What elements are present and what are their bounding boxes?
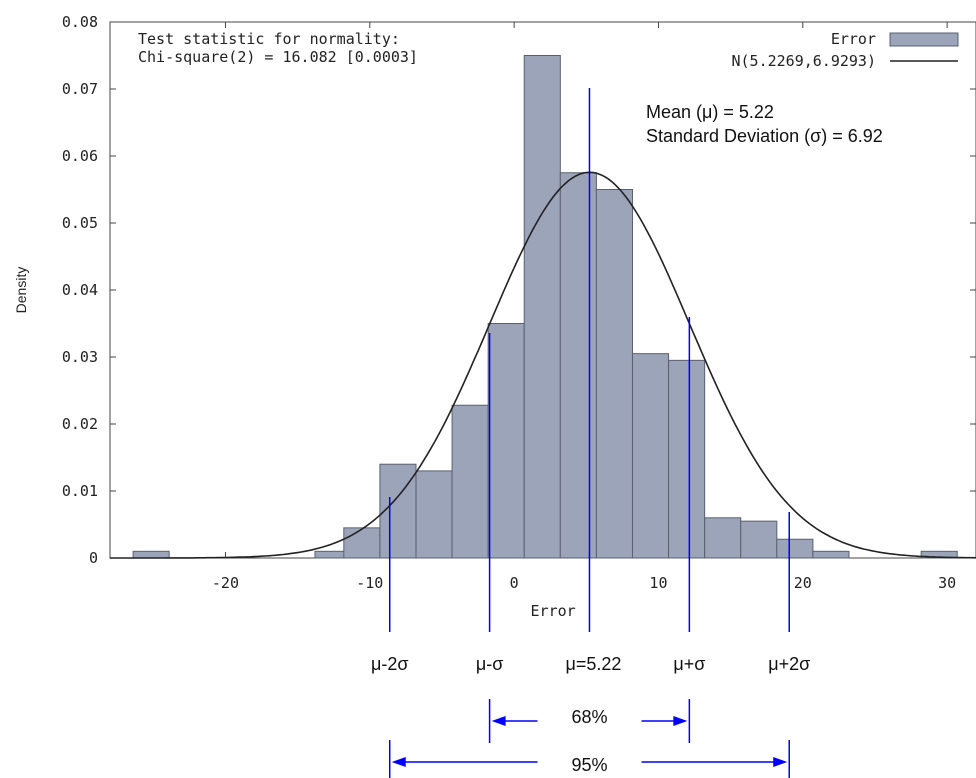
legend-label-normal: N(5.2269,6.9293) (732, 52, 877, 70)
range-arrowhead-right (673, 716, 688, 726)
normal-curve-line (110, 171, 976, 559)
legend-swatch-error (889, 32, 959, 47)
range-label: 68% (571, 707, 607, 727)
histogram-bar (487, 323, 525, 559)
histogram-bar (920, 550, 958, 559)
histogram-bar (740, 520, 778, 559)
marker-label: μ-2σ (371, 654, 409, 674)
histogram-bar (559, 172, 597, 559)
x-tick-label: 20 (794, 574, 812, 592)
histogram-bar (668, 359, 706, 559)
range-arrowhead-left (391, 757, 406, 767)
x-tick-label: 0 (510, 574, 519, 592)
y-tick-label: 0 (89, 549, 98, 567)
y-tick-label: 0.08 (62, 13, 98, 31)
histogram-bar (523, 55, 561, 559)
y-tick-label: 0.02 (62, 415, 98, 433)
x-tick-label: -10 (356, 574, 383, 592)
y-tick-label: 0.07 (62, 80, 98, 98)
histogram-bar (415, 470, 453, 559)
test-statistic-line1: Test statistic for normality: (138, 30, 400, 48)
histogram-bar (631, 353, 670, 559)
marker-label: μ=5.22 (566, 654, 622, 674)
y-tick-label: 0.03 (62, 348, 98, 366)
mean-annotation: Mean (μ) = 5.22 (646, 102, 774, 122)
histogram-bar (451, 404, 489, 559)
histogram-bar (343, 527, 381, 559)
x-axis-label: Error (531, 602, 576, 620)
histogram-bar (704, 517, 742, 559)
histogram-bar (132, 550, 170, 559)
markers-group (388, 88, 790, 778)
range-label: 95% (571, 755, 607, 775)
histogram-bar (595, 189, 633, 559)
range-arrowhead-left (491, 716, 506, 726)
bars-group (132, 55, 958, 559)
text-group: 0 0.01 0.02 0.03 0.04 0.05 0.06 0.07 0.08 -20 -10 0… (13, 13, 959, 775)
sd-annotation: Standard Deviation (σ) = 6.92 (646, 126, 883, 146)
curve-group (110, 171, 976, 559)
range-arrowhead-right (773, 757, 788, 767)
y-tick-label: 0.05 (62, 214, 98, 232)
x-tick-label: -20 (212, 574, 239, 592)
y-axis-label: Density (13, 267, 29, 314)
histogram-bar (812, 550, 850, 559)
histogram-bar (776, 538, 814, 559)
legend-label-error: Error (831, 30, 876, 48)
y-tick-label: 0.01 (62, 482, 98, 500)
x-tick-label: 30 (938, 574, 956, 592)
marker-label: μ-σ (476, 654, 503, 674)
y-tick-label: 0.04 (62, 281, 98, 299)
marker-label: μ+σ (673, 654, 705, 674)
y-tick-label: 0.06 (62, 147, 98, 165)
x-tick-label: 10 (649, 574, 667, 592)
test-statistic-line2: Chi-square(2) = 16.082 [0.0003] (138, 48, 418, 66)
marker-label: μ+2σ (768, 654, 810, 674)
